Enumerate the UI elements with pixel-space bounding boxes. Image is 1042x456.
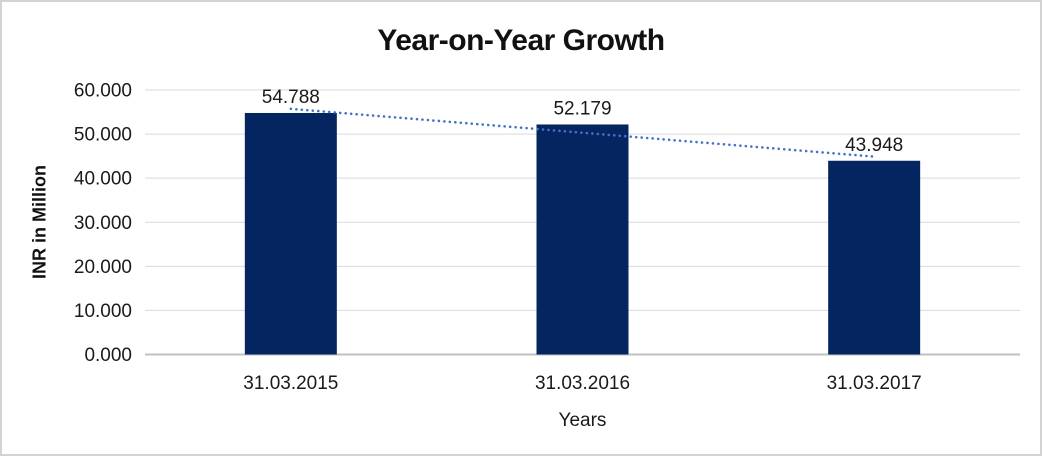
bar (244, 112, 337, 355)
chart-title: Year-on-Year Growth (377, 24, 665, 57)
bar (536, 124, 629, 355)
bar-data-label: 43.948 (845, 135, 903, 156)
bar-data-label: 52.179 (553, 98, 611, 119)
y-tick-label: 60.000 (74, 81, 132, 102)
y-tick-label: 10.000 (74, 301, 132, 322)
trendline (289, 107, 876, 158)
x-tick-label: 31.03.2015 (243, 373, 338, 394)
x-tick-label: 31.03.2017 (827, 373, 922, 394)
bar-data-label: 54.788 (262, 87, 320, 108)
x-axis-title: Years (558, 410, 607, 431)
y-tick-label: 0.000 (84, 345, 132, 366)
y-tick-label: 50.000 (74, 125, 132, 146)
bar (828, 160, 921, 355)
y-tick-label: 20.000 (74, 257, 132, 278)
y-tick-label: 40.000 (74, 169, 132, 190)
x-tick-label: 31.03.2016 (535, 373, 630, 394)
y-tick-label: 30.000 (74, 213, 132, 234)
